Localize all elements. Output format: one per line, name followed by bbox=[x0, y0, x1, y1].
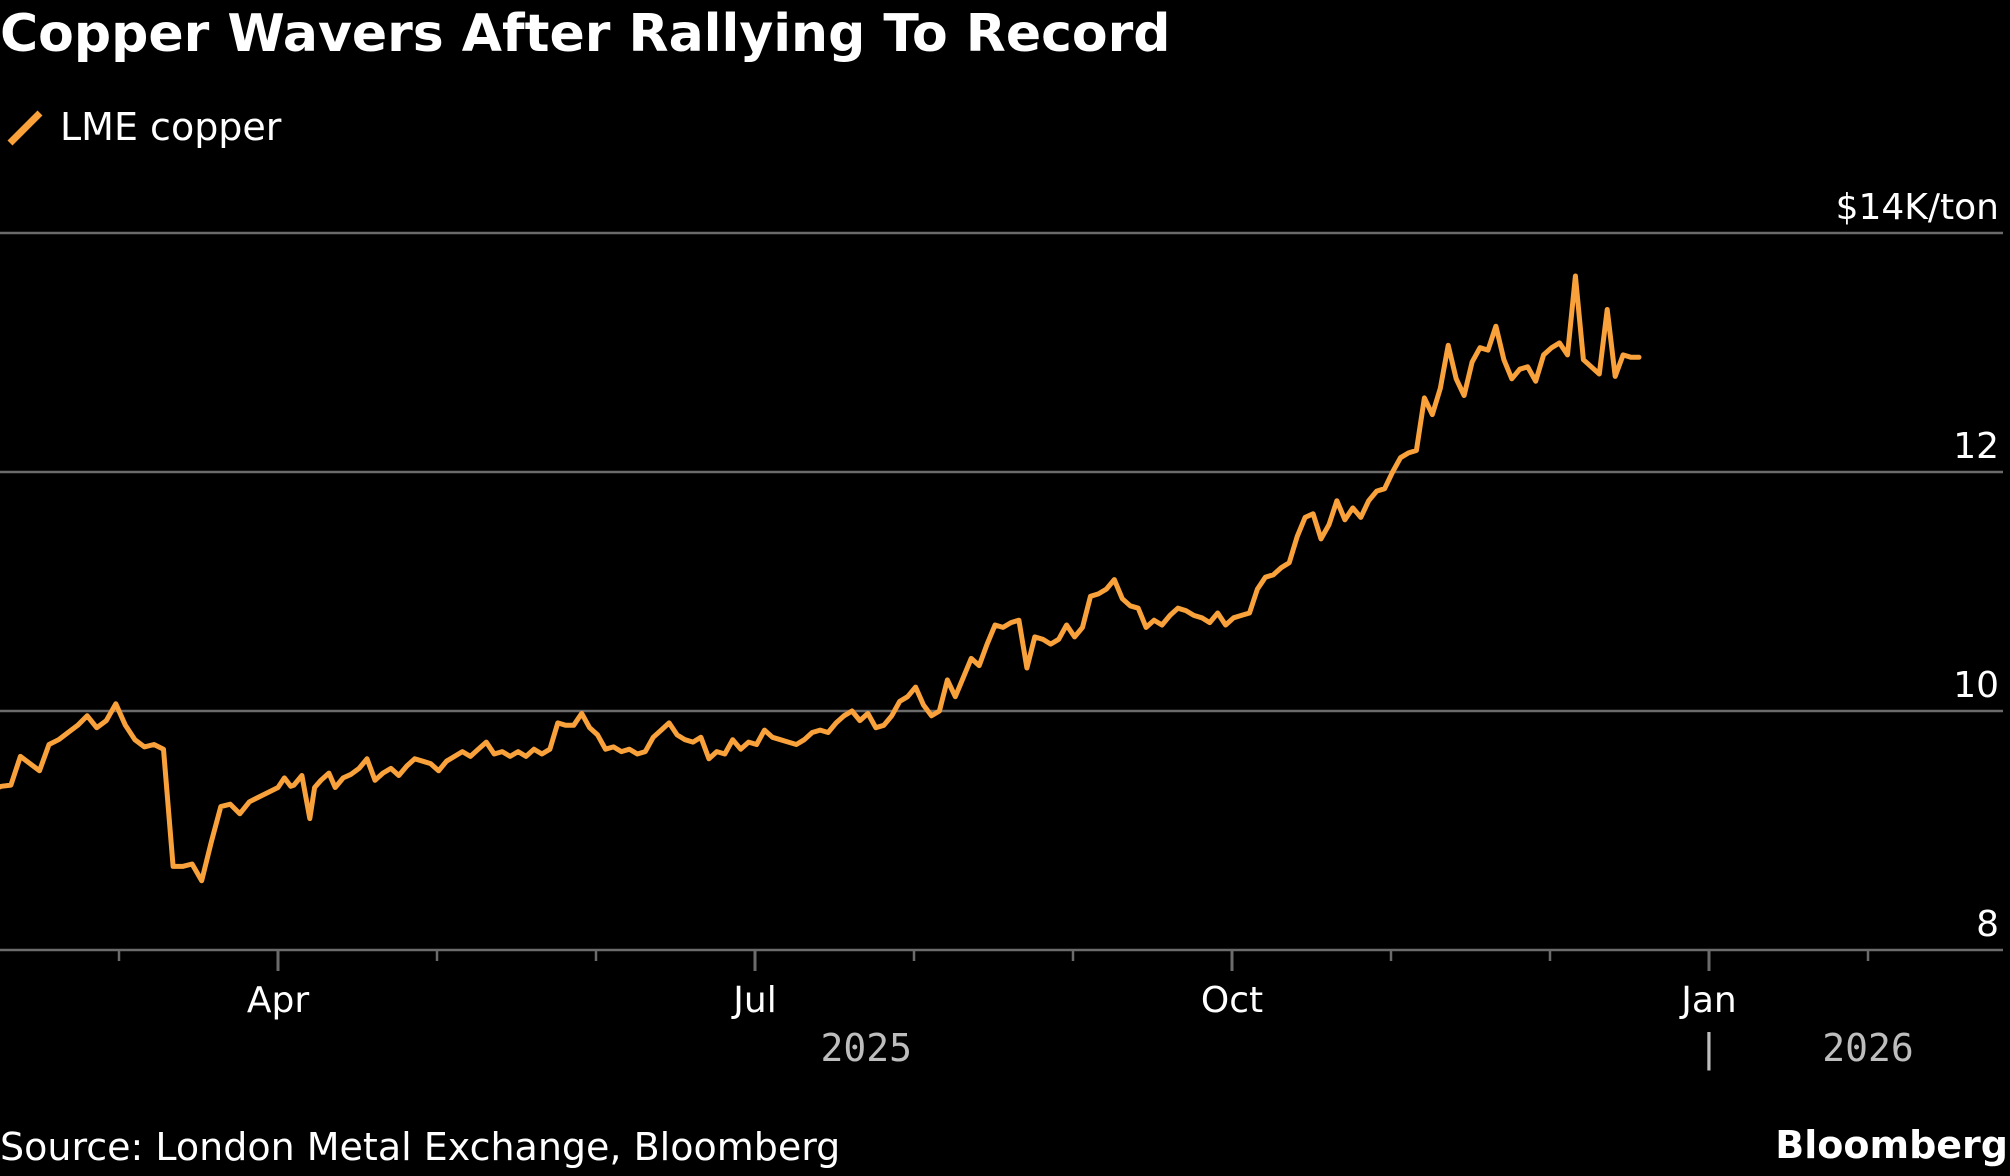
x-tick-label-3: Jan bbox=[1679, 980, 1737, 1021]
series-line-lme-copper bbox=[0, 273, 1642, 884]
x-tick-label-2: Oct bbox=[1201, 980, 1263, 1021]
year-label-1: 2026 bbox=[1822, 1026, 1914, 1070]
series-layer bbox=[0, 273, 1642, 884]
y-tick-label-1: 12 bbox=[1953, 426, 1999, 467]
source-note: Source: London Metal Exchange, Bloomberg bbox=[0, 1125, 841, 1169]
y-axis-labels: $14K/ton 12 10 8 bbox=[1836, 187, 1999, 945]
legend: LME copper bbox=[0, 100, 281, 154]
year-label-0: 2025 bbox=[821, 1026, 913, 1070]
y-tick-label-2: 10 bbox=[1953, 665, 1999, 706]
legend-swatch-icon bbox=[7, 110, 43, 146]
y-tick-label-3: 8 bbox=[1976, 904, 1999, 945]
x-tick-label-1: Jul bbox=[731, 980, 776, 1021]
legend-label: LME copper bbox=[60, 105, 282, 149]
x-axis: Apr Jul Oct Jan 2025 2026 | bbox=[117, 950, 1914, 1071]
chart-title: Copper Wavers After Rallying To Record bbox=[0, 4, 1171, 64]
y-tick-label-0: $14K/ton bbox=[1836, 187, 1999, 228]
bloomberg-logo: Bloomberg bbox=[1775, 1123, 2008, 1167]
x-tick-label-0: Apr bbox=[247, 980, 309, 1021]
grid-lines bbox=[0, 231, 2003, 952]
year-divider: | bbox=[1698, 1026, 1721, 1071]
